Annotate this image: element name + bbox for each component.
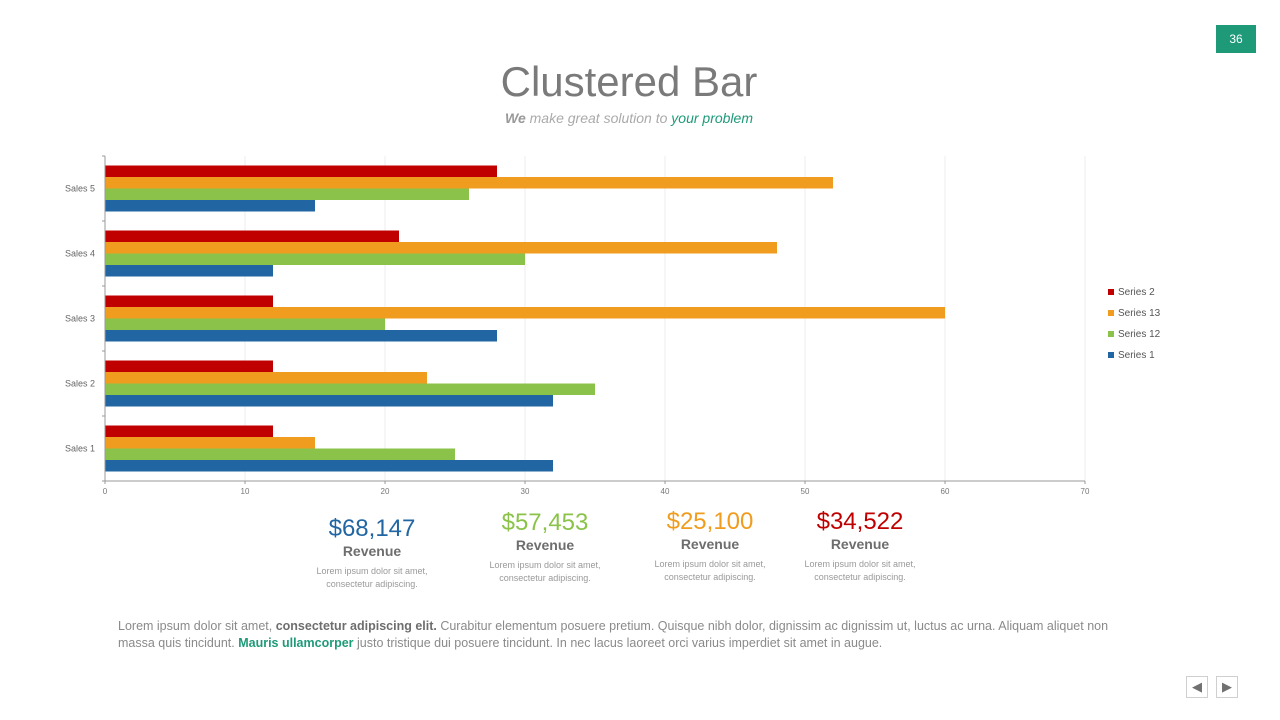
bar — [105, 383, 595, 395]
bar — [105, 295, 273, 307]
bar — [105, 372, 427, 384]
bar — [105, 395, 553, 407]
subtitle-accent: your problem — [671, 110, 753, 126]
stat-description: Lorem ipsum dolor sit amet, consectetur a… — [654, 559, 766, 582]
stat-description: Lorem ipsum dolor sit amet, consectetur a… — [804, 559, 916, 582]
body-highlight: Mauris ullamcorper — [238, 636, 354, 650]
stat-value: $34,522 — [816, 508, 904, 535]
bar — [105, 253, 525, 265]
x-tick-label: 20 — [381, 487, 390, 496]
next-arrow-icon: ▶ — [1222, 679, 1232, 694]
stat-value: $68,147 — [328, 515, 416, 542]
prev-slide-button[interactable]: ◀ — [1186, 676, 1208, 698]
legend-label: Series 13 — [1118, 308, 1161, 319]
next-slide-button[interactable]: ▶ — [1216, 676, 1238, 698]
x-tick-label: 50 — [801, 487, 810, 496]
legend-swatch — [1108, 289, 1114, 295]
bar — [105, 307, 945, 319]
bar — [105, 448, 455, 460]
x-tick-label: 70 — [1081, 487, 1090, 496]
category-label: Sales 2 — [65, 379, 95, 389]
x-tick-label: 30 — [521, 487, 530, 496]
category-label: Sales 5 — [65, 184, 95, 194]
bar — [105, 230, 399, 242]
x-tick-label: 0 — [103, 487, 108, 496]
legend-label: Series 2 — [1118, 287, 1155, 298]
x-tick-label: 40 — [661, 487, 670, 496]
bar — [105, 165, 497, 177]
bar — [105, 318, 385, 330]
legend-swatch — [1108, 310, 1114, 316]
legend-label: Series 12 — [1118, 329, 1161, 340]
bar — [105, 330, 497, 342]
x-tick-label: 10 — [241, 487, 250, 496]
body-paragraph: Lorem ipsum dolor sit amet, consectetur … — [118, 619, 1109, 650]
bar — [105, 360, 273, 372]
bar — [105, 188, 469, 200]
stat-label: Revenue — [680, 536, 740, 552]
subtitle-middle: make great solution to — [525, 110, 672, 126]
prev-arrow-icon: ◀ — [1192, 679, 1202, 694]
stat-value: $57,453 — [501, 509, 589, 536]
stat-value: $25,100 — [666, 508, 754, 535]
stat-block-4: $34,522 Revenue Lorem ipsum dolor sit am… — [785, 508, 935, 584]
category-label: Sales 1 — [65, 444, 95, 454]
legend-swatch — [1108, 331, 1114, 337]
x-tick-label: 60 — [941, 487, 950, 496]
slide-subtitle: We make great solution to your problem — [0, 110, 1258, 126]
page-number-badge: 36 — [1216, 25, 1256, 53]
stat-block-3: $25,100 Revenue Lorem ipsum dolor sit am… — [635, 508, 785, 584]
stat-description: Lorem ipsum dolor sit amet, consectetur a… — [316, 566, 428, 589]
stat-label: Revenue — [515, 537, 575, 553]
bar — [105, 242, 777, 254]
bar — [105, 200, 315, 212]
stat-block-2: $57,453 Revenue Lorem ipsum dolor sit am… — [470, 509, 620, 585]
subtitle-we: We — [505, 110, 526, 126]
bar — [105, 177, 833, 189]
legend-label: Series 1 — [1118, 350, 1155, 361]
stat-label: Revenue — [342, 543, 402, 559]
bar — [105, 425, 273, 437]
stat-block-1: $68,147 Revenue Lorem ipsum dolor sit am… — [297, 515, 447, 591]
stat-label: Revenue — [830, 536, 890, 552]
slide-title: Clustered Bar — [500, 58, 758, 105]
body-bold: consectetur adipiscing elit. — [275, 619, 437, 633]
bar — [105, 437, 315, 449]
bar — [105, 265, 273, 277]
bar — [105, 460, 553, 472]
stat-description: Lorem ipsum dolor sit amet, consectetur a… — [489, 560, 601, 583]
category-label: Sales 4 — [65, 249, 95, 259]
legend-swatch — [1108, 352, 1114, 358]
category-label: Sales 3 — [65, 314, 95, 324]
